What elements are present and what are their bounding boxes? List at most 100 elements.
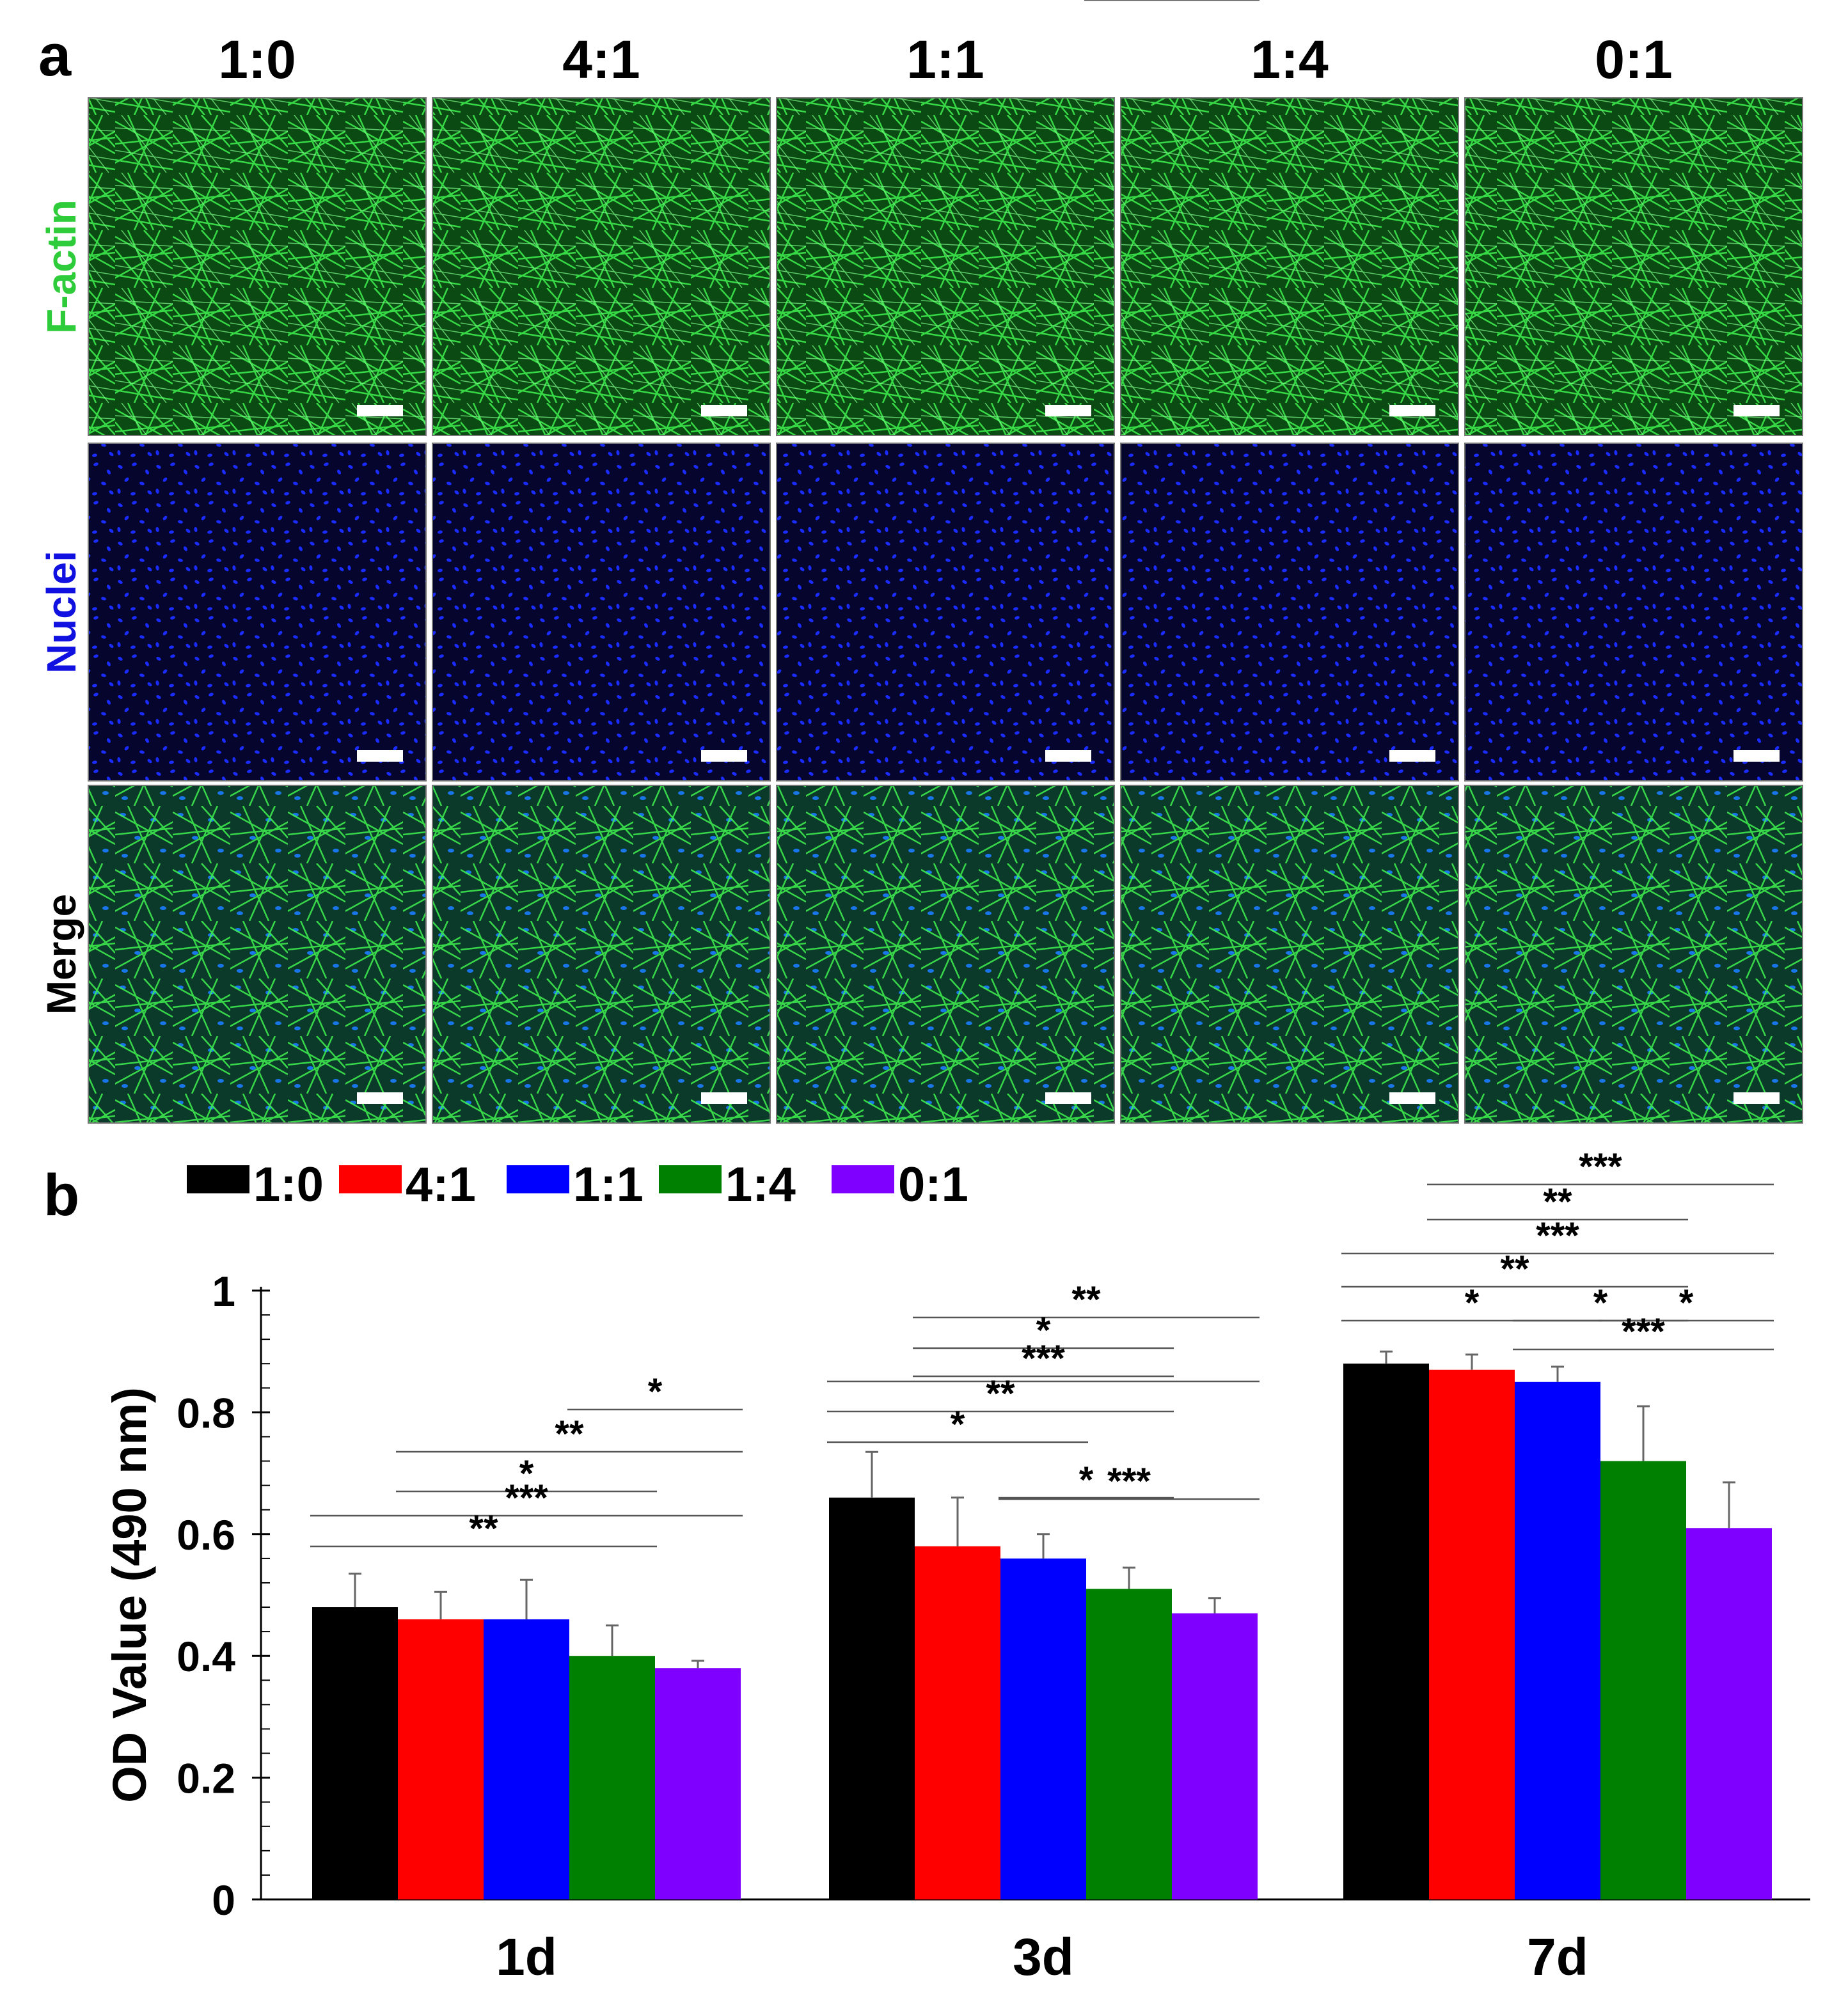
y-tick-label: 0 <box>212 1876 235 1924</box>
bar <box>1429 1369 1515 1899</box>
y-tick-label: 0.4 <box>177 1633 235 1680</box>
significance-label: * <box>1079 1459 1094 1501</box>
micrograph-image <box>776 97 1115 436</box>
y-tick-label: 1 <box>212 1268 235 1315</box>
legend-swatch <box>507 1165 569 1193</box>
micrograph-image <box>1120 785 1459 1124</box>
scale-bar <box>357 405 403 416</box>
significance-label: *** <box>1622 1311 1665 1353</box>
significance-label: * <box>648 1371 663 1413</box>
legend-label: 1:0 <box>253 1158 324 1212</box>
scale-bar <box>701 405 747 416</box>
micrograph-image <box>776 443 1115 782</box>
panel-a-label: a <box>38 23 72 88</box>
scale-bar <box>1045 1092 1091 1104</box>
micrograph-image <box>1464 443 1803 782</box>
micrograph-image <box>432 97 771 436</box>
legend-swatch <box>832 1165 894 1193</box>
scale-bar <box>1389 405 1435 416</box>
panel-b-label: b <box>43 1163 79 1228</box>
bar <box>1600 1461 1686 1899</box>
scale-bar <box>1389 750 1435 762</box>
significance-label: ** <box>1543 1181 1572 1223</box>
column-title: 1:4 <box>1251 29 1329 90</box>
micrograph-image <box>88 97 427 436</box>
bar <box>829 1497 915 1899</box>
significance-label: ** <box>1500 1248 1529 1290</box>
scale-bar <box>357 750 403 762</box>
bar <box>484 1619 569 1899</box>
legend-swatch <box>339 1165 402 1193</box>
legend-label: 0:1 <box>898 1158 968 1212</box>
scale-bar <box>357 1092 403 1104</box>
significance-label: ** <box>469 1508 498 1550</box>
y-tick-label: 0.8 <box>177 1389 235 1436</box>
x-category-label: 7d <box>1527 1928 1588 1986</box>
significance-label: * <box>1465 1282 1480 1324</box>
scale-bar <box>1389 1092 1435 1104</box>
significance-label: *** <box>1536 1215 1579 1257</box>
significance-label: * <box>1165 0 1180 8</box>
column-title: 1:0 <box>218 29 296 90</box>
bar <box>398 1619 484 1899</box>
significance-label: *** <box>1579 1146 1622 1188</box>
bar <box>1515 1381 1600 1899</box>
scale-bar <box>701 1092 747 1104</box>
significance-label: * <box>1036 1310 1051 1351</box>
panel-a: a 1:0 4:1 1:1 1:4 0:1 F-actin Nuclei Merge <box>38 23 1803 1124</box>
significance-label: *** <box>1022 1338 1065 1379</box>
legend-swatch <box>187 1165 249 1193</box>
row-label: F-actin <box>38 200 84 334</box>
column-title: 1:1 <box>906 29 984 90</box>
significance-label: *** <box>1107 1461 1151 1502</box>
column-title: 4:1 <box>562 29 640 90</box>
y-axis-label: OD Value (490 nm) <box>103 1387 156 1803</box>
legend-label: 1:1 <box>573 1158 644 1212</box>
scale-bar <box>1733 405 1780 416</box>
bar <box>312 1607 398 1899</box>
scale-bar <box>701 750 747 762</box>
row-label: Merge <box>38 894 84 1015</box>
scale-bar <box>1733 750 1780 762</box>
micrograph-image <box>88 443 427 782</box>
micrograph-image <box>1120 443 1459 782</box>
significance-label: ** <box>1071 1279 1101 1321</box>
panel-b-chart: b 1:0 4:1 1:1 1:4 0:1 0 0.2 0.4 0.6 0.8 1 OD Value (… <box>43 0 1810 1986</box>
legend-swatch <box>659 1165 722 1193</box>
x-category-label: 1d <box>496 1928 557 1986</box>
bar <box>1000 1558 1086 1899</box>
micrograph-image <box>776 785 1115 1124</box>
significance-label: *** <box>505 1477 548 1519</box>
bar <box>569 1656 655 1899</box>
micrograph-image <box>432 443 771 782</box>
scale-bar <box>1045 750 1091 762</box>
row-label: Nuclei <box>38 551 84 673</box>
significance-label: * <box>519 1453 534 1495</box>
micrograph-image <box>1464 785 1803 1124</box>
bar <box>915 1546 1000 1899</box>
micrograph-image <box>1120 97 1459 436</box>
y-tick-label: 0.2 <box>177 1755 235 1802</box>
y-tick-label: 0.6 <box>177 1511 235 1559</box>
significance-label: * <box>1593 1282 1608 1324</box>
significance-label: ** <box>986 1373 1015 1415</box>
legend-label: 1:4 <box>725 1158 796 1212</box>
significance-label: * <box>951 1404 965 1445</box>
bar <box>1343 1363 1429 1899</box>
x-category-label: 3d <box>1013 1928 1074 1986</box>
bar <box>655 1668 741 1899</box>
micrograph-image <box>88 785 427 1124</box>
significance-label: ** <box>555 1413 584 1455</box>
bar <box>1686 1528 1772 1899</box>
scale-bar <box>1045 405 1091 416</box>
bar <box>1172 1613 1258 1899</box>
scale-bar <box>1733 1092 1780 1104</box>
micrograph-image <box>1464 97 1803 436</box>
significance-label: * <box>1679 1282 1694 1324</box>
bar <box>1086 1589 1172 1899</box>
column-title: 0:1 <box>1595 29 1672 90</box>
legend-label: 4:1 <box>406 1158 476 1212</box>
micrograph-image <box>432 785 771 1124</box>
